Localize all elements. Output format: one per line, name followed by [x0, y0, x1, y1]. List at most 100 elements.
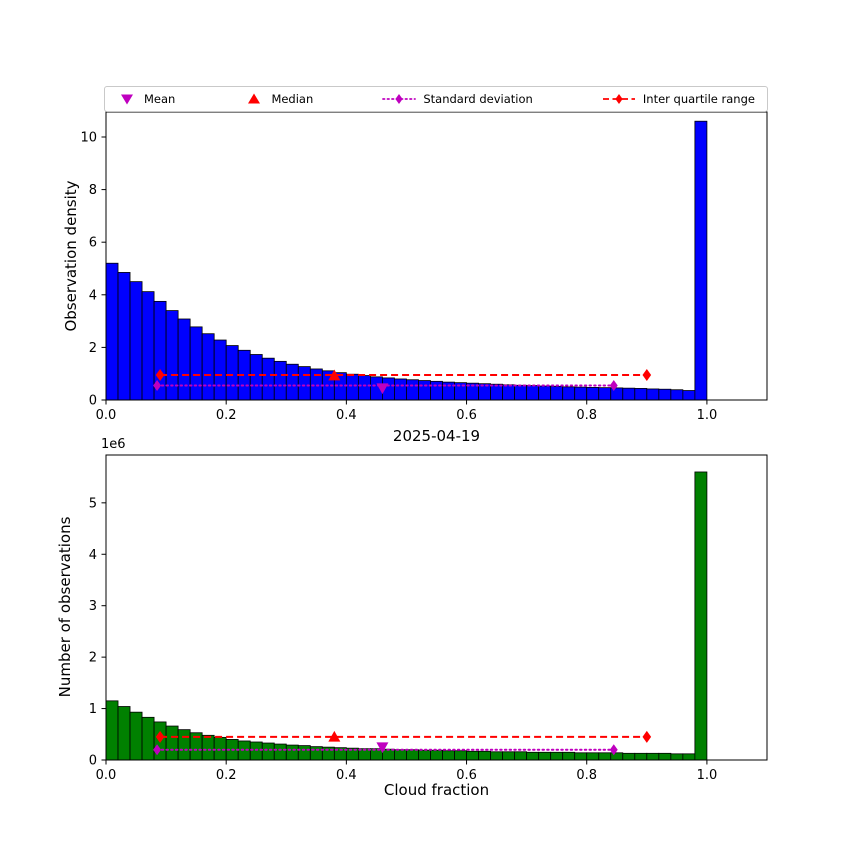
- mean-triangle-down-icon: [117, 92, 137, 106]
- y-tick-label: 2: [89, 651, 97, 666]
- histogram-bar: [309, 368, 323, 401]
- histogram-bar: [490, 751, 503, 761]
- iqr-diamond-marker: [155, 730, 165, 743]
- x-tick-label: 0.8: [576, 768, 597, 783]
- std-diamond-marker: [153, 744, 162, 756]
- histogram-bar: [454, 750, 467, 761]
- y-tick-label: 4: [89, 548, 97, 563]
- y-tick-label: 6: [89, 236, 97, 251]
- x-tick-label: 0.6: [456, 768, 477, 783]
- axes-frame: [105, 454, 768, 761]
- histogram-bar: [213, 339, 227, 401]
- ylabel-observation-density: Observation density: [62, 180, 80, 332]
- x-tick-label: 0.0: [96, 768, 117, 783]
- y-tick-label: 2: [89, 341, 97, 356]
- histogram-bar: [442, 750, 455, 761]
- histogram-bar: [273, 360, 287, 401]
- mean-marker: [376, 383, 389, 395]
- histogram-bar: [490, 383, 503, 401]
- histogram-bar: [694, 471, 708, 761]
- histogram-bar: [297, 366, 311, 401]
- histogram-bar: [682, 390, 696, 401]
- y-tick-label: 10: [80, 130, 97, 145]
- std-diamond-marker: [153, 380, 162, 392]
- histogram-bar: [249, 354, 263, 401]
- histogram-bar: [249, 741, 263, 761]
- histogram-bar: [201, 333, 215, 401]
- histogram-bar: [682, 753, 696, 761]
- histogram-bar: [502, 751, 516, 761]
- ylabel-number-of-observations: Number of observations: [56, 516, 74, 698]
- histogram-bar: [394, 749, 407, 761]
- histogram-bar: [285, 744, 299, 761]
- histogram-bar: [129, 281, 143, 401]
- legend-item-iqr: Inter quartile range: [602, 92, 755, 106]
- histogram-bar: [273, 743, 287, 761]
- histogram-bar: [670, 753, 684, 761]
- histogram-bar: [105, 700, 119, 761]
- histogram-bar: [369, 748, 383, 761]
- histogram-bar: [394, 378, 407, 401]
- histogram-bar: [117, 706, 131, 761]
- histogram-bar: [418, 749, 431, 761]
- histogram-bar: [598, 387, 612, 401]
- x-tick-label: 0.4: [336, 408, 357, 423]
- histogram-bar: [478, 750, 491, 761]
- y-tick-label: 3: [89, 599, 97, 614]
- histogram-bar: [634, 388, 648, 401]
- histogram-bar: [129, 711, 143, 761]
- histogram-bar: [141, 716, 155, 761]
- histogram-bar: [285, 363, 299, 401]
- histogram-bar: [502, 384, 516, 401]
- histogram-bar: [586, 386, 600, 401]
- histogram-bar: [622, 752, 636, 761]
- observation-density-histogram: 0.0 0.2 0.4 0.6 0.8 1.0 0 2 4 6 8 10: [80, 111, 768, 423]
- mean-marker: [376, 742, 389, 754]
- histogram-bar: [189, 326, 203, 401]
- histogram-bar: [225, 345, 239, 401]
- histogram-bar: [177, 729, 191, 761]
- x-tick-label: 0.0: [96, 408, 117, 423]
- histogram-bar: [538, 751, 552, 761]
- histogram-bar: [466, 750, 479, 761]
- iqr-diamond-marker: [642, 369, 652, 382]
- histogram-bar: [550, 385, 564, 401]
- subplot-title-date: 2025-04-19: [392, 427, 481, 445]
- histogram-bar: [406, 379, 419, 401]
- histogram-bar: [213, 736, 227, 761]
- y-axis-offset-label: 1e6: [101, 437, 126, 452]
- histogram-bar: [610, 752, 624, 761]
- legend-label-median: Median: [271, 92, 314, 106]
- median-marker: [328, 369, 341, 381]
- histogram-bar: [622, 387, 636, 401]
- histogram-bar: [297, 745, 311, 761]
- histogram-bar: [357, 375, 371, 401]
- histogram-bar: [418, 380, 431, 401]
- histogram-bar: [562, 751, 576, 761]
- histogram-bar: [165, 725, 179, 761]
- histogram-bar: [117, 272, 131, 401]
- legend-label-iqr: Inter quartile range: [642, 92, 755, 106]
- histogram-bar: [514, 751, 528, 761]
- histogram-bar: [478, 383, 491, 401]
- histogram-bar: [634, 752, 648, 761]
- median-triangle-up-icon: [244, 92, 264, 106]
- y-tick-label: 8: [89, 183, 97, 198]
- histogram-bar: [610, 387, 624, 401]
- y-tick-label: 0: [89, 754, 97, 769]
- y-tick-label: 0: [89, 394, 97, 409]
- x-tick-label: 1.0: [697, 408, 718, 423]
- histogram-bar: [261, 357, 275, 401]
- iqr-dashed-diamond-icon: [602, 92, 636, 106]
- x-tick-label: 0.6: [456, 408, 477, 423]
- histogram-bar: [646, 752, 660, 761]
- histogram-bar: [538, 385, 552, 401]
- histogram-bar: [345, 373, 359, 401]
- histogram-bar: [694, 120, 708, 401]
- histogram-bar: [550, 751, 564, 761]
- y-tick-label: 1: [89, 702, 97, 717]
- x-tick-label: 0.8: [576, 408, 597, 423]
- x-tick-label: 1.0: [697, 768, 718, 783]
